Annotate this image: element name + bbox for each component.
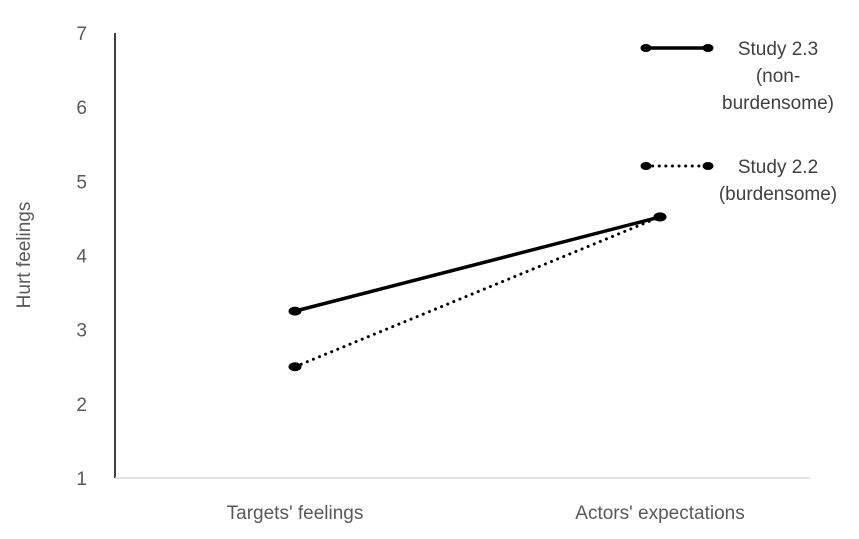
legend-item: Study 2.2 (burdensome) — [640, 157, 837, 205]
legend-label: burdensome) — [722, 93, 834, 114]
data-point — [288, 362, 302, 372]
y-tick-label: 1 — [76, 469, 87, 490]
y-tick-label: 3 — [76, 321, 87, 342]
y-axis-title: Hurt feelings — [14, 202, 35, 309]
series-lines — [288, 212, 667, 372]
x-category-label: Targets' feelings — [227, 503, 364, 524]
legend-swatch-marker — [640, 44, 652, 52]
y-tick-label: 2 — [76, 395, 87, 416]
y-tick-label: 7 — [76, 24, 87, 45]
series-line — [293, 215, 662, 369]
y-tick-label: 4 — [76, 247, 87, 268]
data-point — [653, 212, 667, 222]
legend-swatch-marker — [702, 44, 714, 52]
legend-swatch-marker — [702, 162, 714, 170]
legend-swatch-marker — [640, 162, 652, 170]
series-dotted — [288, 212, 667, 372]
legend: Study 2.3 (non-burdensome) Study 2.2 (burde… — [640, 39, 837, 205]
y-tick-label: 5 — [76, 172, 87, 193]
x-axis: Targets' feelings Actors' expectations — [115, 477, 810, 524]
x-category-label: Actors' expectations — [575, 503, 744, 524]
y-axis: 1 2 3 4 5 6 7 — [76, 24, 116, 490]
data-point — [288, 306, 302, 316]
legend-label: (burdensome) — [719, 184, 837, 205]
series-line — [293, 215, 662, 313]
legend-label: Study 2.3 — [738, 39, 818, 60]
legend-label: Study 2.2 — [738, 157, 818, 178]
legend-label: (non- — [756, 66, 800, 87]
y-tick-label: 6 — [76, 98, 87, 119]
legend-item: Study 2.3 (non-burdensome) — [640, 39, 834, 114]
